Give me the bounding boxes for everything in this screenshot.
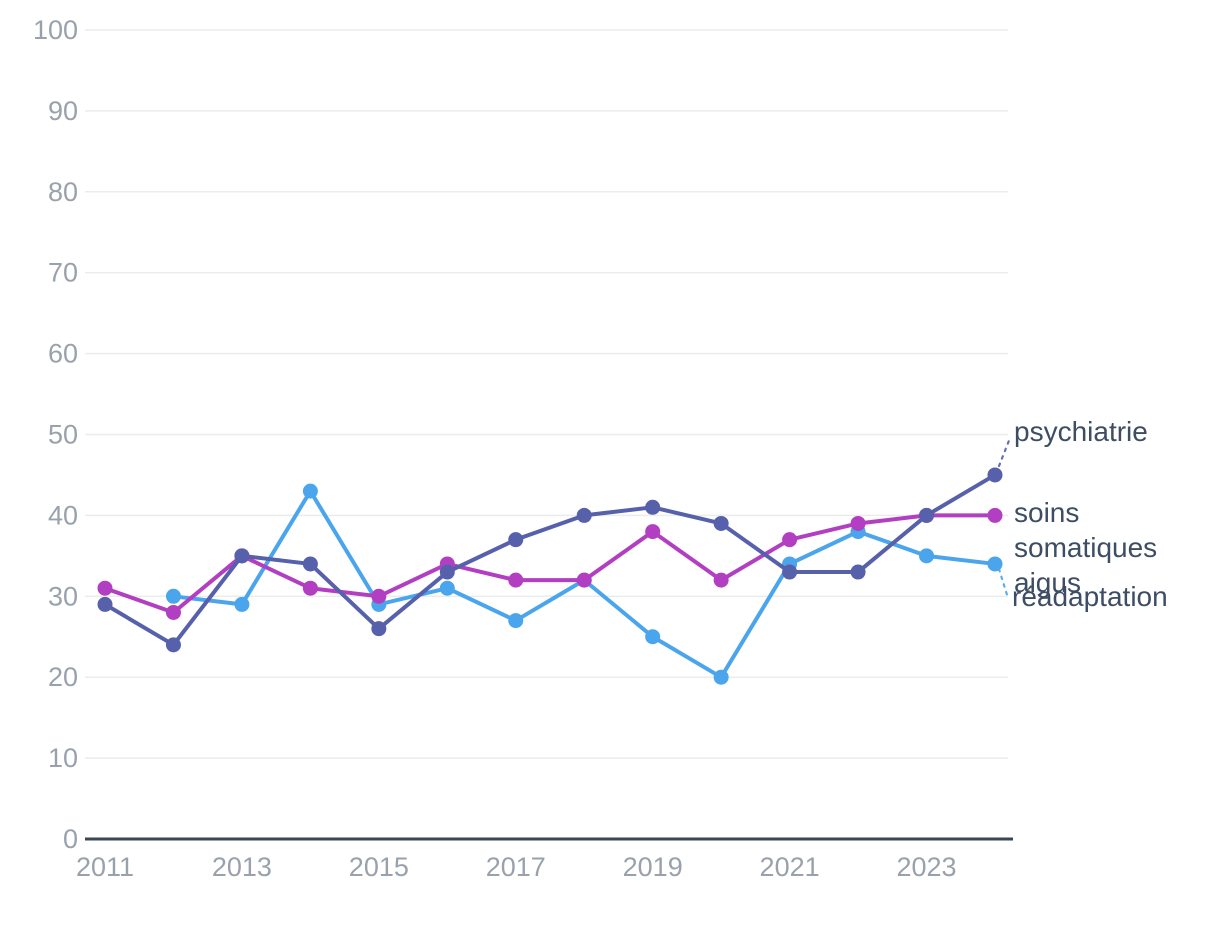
- series-label-psychiatrie: psychiatrie: [1014, 416, 1148, 447]
- data-point-soins-somatiques-aigus-2011[interactable]: [97, 580, 113, 596]
- data-point-soins-somatiques-aigus-2015[interactable]: [371, 588, 387, 604]
- data-point-psychiatrie-2017[interactable]: [508, 532, 524, 548]
- data-point-soins-somatiques-aigus-2018[interactable]: [576, 572, 592, 588]
- y-tick-label-40: 40: [48, 500, 78, 530]
- y-tick-label-80: 80: [48, 177, 78, 207]
- data-point-psychiatrie-2024[interactable]: [987, 467, 1003, 483]
- x-tick-label-2015: 2015: [349, 852, 409, 882]
- x-tick-label-2017: 2017: [486, 852, 546, 882]
- leader-line-réadaptation: [997, 567, 1010, 600]
- data-point-psychiatrie-2023[interactable]: [919, 507, 935, 523]
- data-point-réadaptation-2013[interactable]: [234, 596, 250, 612]
- data-point-psychiatrie-2012[interactable]: [165, 637, 181, 653]
- x-tick-label-2011: 2011: [76, 852, 134, 882]
- y-tick-label-10: 10: [48, 743, 78, 773]
- data-point-soins-somatiques-aigus-2024[interactable]: [987, 507, 1003, 523]
- data-point-réadaptation-2020[interactable]: [713, 669, 729, 685]
- y-tick-label-100: 100: [33, 15, 78, 45]
- data-point-soins-somatiques-aigus-2022[interactable]: [850, 515, 866, 531]
- data-point-psychiatrie-2019[interactable]: [645, 499, 661, 515]
- data-point-soins-somatiques-aigus-2014[interactable]: [302, 580, 318, 596]
- data-point-psychiatrie-2011[interactable]: [97, 596, 113, 612]
- data-point-soins-somatiques-aigus-2019[interactable]: [645, 524, 661, 540]
- y-tick-label-70: 70: [48, 258, 78, 288]
- data-point-psychiatrie-2016[interactable]: [439, 564, 455, 580]
- y-tick-label-90: 90: [48, 96, 78, 126]
- data-point-réadaptation-2012[interactable]: [165, 588, 181, 604]
- data-point-réadaptation-2017[interactable]: [508, 613, 524, 629]
- data-point-réadaptation-2016[interactable]: [439, 580, 455, 596]
- data-point-psychiatrie-2021[interactable]: [782, 564, 798, 580]
- x-tick-label-2023: 2023: [896, 852, 956, 882]
- data-point-psychiatrie-2015[interactable]: [371, 621, 387, 637]
- y-tick-label-50: 50: [48, 420, 78, 450]
- data-point-soins-somatiques-aigus-2021[interactable]: [782, 532, 798, 548]
- y-tick-label-60: 60: [48, 339, 78, 369]
- data-point-psychiatrie-2014[interactable]: [302, 556, 318, 572]
- series-label-soins-somatiques-aigus-line3: aigus: [1014, 567, 1081, 598]
- data-point-psychiatrie-2022[interactable]: [850, 564, 866, 580]
- data-point-psychiatrie-2013[interactable]: [234, 548, 250, 564]
- data-point-soins-somatiques-aigus-2012[interactable]: [165, 604, 181, 620]
- series-label-réadaptation: réadaptation: [1012, 581, 1168, 612]
- data-point-réadaptation-2024[interactable]: [987, 556, 1003, 572]
- series-line-soins-somatiques-aigus: [103, 513, 997, 615]
- y-tick-label-20: 20: [48, 662, 78, 692]
- x-tick-label-2021: 2021: [760, 852, 820, 882]
- x-tick-label-2013: 2013: [212, 852, 272, 882]
- data-point-psychiatrie-2020[interactable]: [713, 515, 729, 531]
- leader-line-psychiatrie: [997, 436, 1012, 468]
- y-tick-label-0: 0: [63, 824, 78, 854]
- data-point-soins-somatiques-aigus-2017[interactable]: [508, 572, 524, 588]
- data-point-réadaptation-2023[interactable]: [919, 548, 935, 564]
- series-line-psychiatrie: [103, 472, 997, 647]
- data-point-réadaptation-2019[interactable]: [645, 629, 661, 645]
- y-tick-label-30: 30: [48, 581, 78, 611]
- x-tick-label-2019: 2019: [623, 852, 683, 882]
- data-point-psychiatrie-2018[interactable]: [576, 507, 592, 523]
- data-point-réadaptation-2014[interactable]: [302, 483, 318, 499]
- data-point-soins-somatiques-aigus-2020[interactable]: [713, 572, 729, 588]
- series-label-soins-somatiques-aigus-line1: soins: [1014, 497, 1079, 528]
- series-label-soins-somatiques-aigus-line2: somatiques: [1014, 532, 1157, 563]
